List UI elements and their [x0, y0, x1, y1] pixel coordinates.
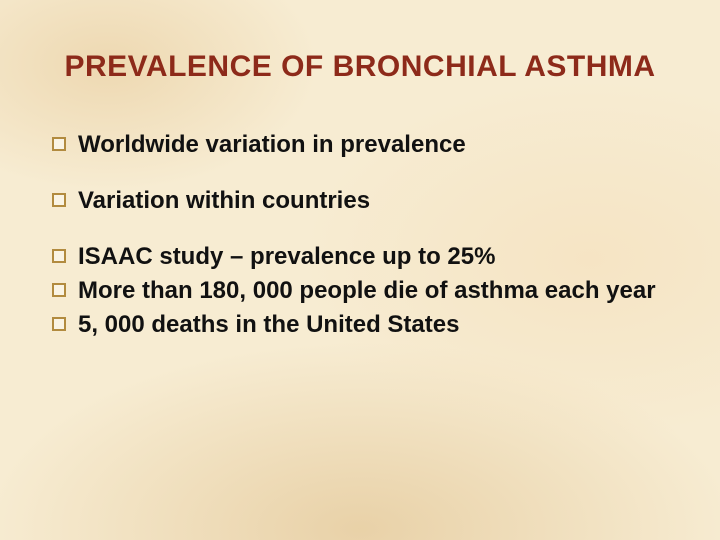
bullet-item: More than 180, 000 people die of asthma …: [52, 276, 660, 306]
bullet-square-icon: [52, 137, 66, 151]
bullet-text: ISAAC study – prevalence up to 25%: [78, 242, 660, 272]
bullet-item: 5, 000 deaths in the United States: [52, 310, 660, 340]
bullet-item: ISAAC study – prevalence up to 25%: [52, 242, 660, 272]
slide: PREVALENCE OF BRONCHIAL ASTHMA Worldwide…: [0, 0, 720, 540]
slide-title: PREVALENCE OF BRONCHIAL ASTHMA: [0, 50, 720, 84]
bullet-item: Worldwide variation in prevalence: [52, 130, 660, 160]
bullet-text: 5, 000 deaths in the United States: [78, 310, 660, 340]
slide-body: Worldwide variation in prevalence Variat…: [52, 130, 660, 344]
bullet-text: More than 180, 000 people die of asthma …: [78, 276, 660, 306]
bullet-text: Variation within countries: [78, 186, 660, 216]
bullet-square-icon: [52, 283, 66, 297]
bullet-square-icon: [52, 249, 66, 263]
bullet-item: Variation within countries: [52, 186, 660, 216]
bullet-square-icon: [52, 317, 66, 331]
bullet-square-icon: [52, 193, 66, 207]
bullet-text: Worldwide variation in prevalence: [78, 130, 660, 160]
